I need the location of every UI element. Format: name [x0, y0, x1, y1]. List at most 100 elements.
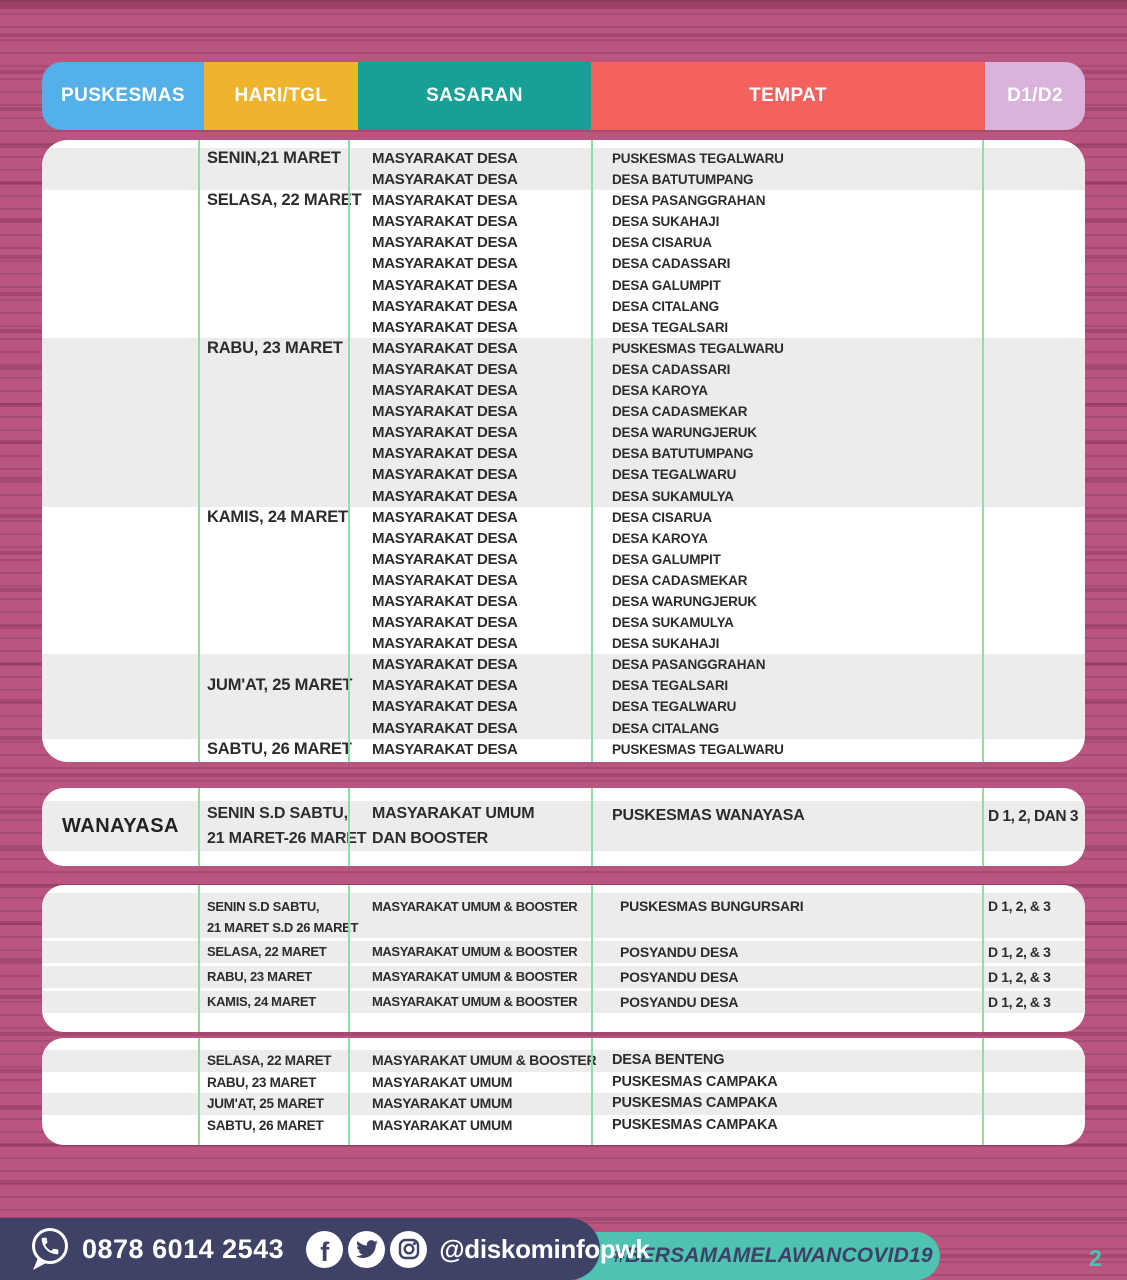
tempat-cell: POSYANDU DESA — [620, 994, 739, 1010]
tempat-cell: DESA CADASMEKAR — [612, 404, 748, 420]
schedule-row: MASYARAKAT DESA DESA TEGALWARU — [42, 464, 1085, 485]
table-header: PUSKESMAS HARI/TGL SASARAN TEMPAT D1/D2 — [42, 62, 1085, 130]
hashtag-text: #BERSAMAMELAWANCOVID19 — [613, 1244, 933, 1267]
column-separator — [348, 885, 350, 1032]
schedule-row: MASYARAKAT DESA DESA SUKAMULYA — [42, 612, 1085, 633]
date-label: SENIN S.D SABTU, 21 MARET-26 MARET — [207, 801, 366, 851]
sasaran-cell: MASYARAKAT DESA — [372, 592, 518, 610]
sasaran-cell: MASYARAKAT DESA — [372, 382, 518, 400]
schedule-row: RABU, 23 MARET MASYARAKAT UMUM & BOOSTER P… — [42, 966, 1085, 988]
sasaran-cell: MASYARAKAT DESA — [372, 403, 518, 421]
schedule-row: MASYARAKAT DESA DESA CADASMEKAR — [42, 401, 1085, 422]
sasaran-cell: MASYARAKAT DESA — [372, 234, 518, 252]
date-line: SELASA, 22 MARET — [207, 944, 327, 959]
sasaran-cell: MASYARAKAT DESA — [372, 719, 518, 737]
column-separator — [591, 788, 593, 866]
column-separator — [198, 788, 200, 866]
footer-bar: 0878 6014 2543 f @diskominfopwk — [0, 1218, 650, 1280]
schedule-group: SABTU, 26 MARET MASYARAKAT DESA PUSKESMAS … — [42, 739, 1085, 760]
date-label: SELASA, 22 MARET — [207, 191, 362, 210]
hashtag-banner: #BERSAMAMELAWANCOVID19 — [558, 1232, 940, 1280]
tempat-cell: DESA BATUTUMPANG — [612, 446, 754, 462]
sasaran-cell: MASYARAKAT DESA — [372, 192, 518, 210]
sasaran-cell: MASYARAKAT DESA — [372, 571, 518, 589]
sasaran-cell: MASYARAKAT DESA — [372, 150, 518, 167]
tempat-cell: DESA CISARUA — [612, 509, 712, 525]
sasaran-cell: MASYARAKAT DESA — [372, 318, 518, 336]
tempat-cell: PUSKESMAS TEGALWARU — [612, 340, 784, 356]
sasaran-cell: MASYARAKAT UMUM DAN BOOSTER — [372, 801, 535, 851]
date-label: JUM'AT, 25 MARET — [207, 1096, 324, 1111]
schedule-row: MASYARAKAT DESA DESA WARUNGJERUK — [42, 591, 1085, 612]
header-cell-d1-d2: D1/D2 — [985, 62, 1085, 130]
sasaran-cell: MASYARAKAT UMUM & BOOSTER — [372, 1052, 597, 1068]
sasaran-cell: MASYARAKAT DESA — [372, 740, 518, 758]
tempat-cell: DESA CISARUA — [612, 235, 712, 251]
schedule-row: MASYARAKAT DESA PUSKESMAS TEGALWARU — [42, 338, 1085, 359]
dose-cell: D 1, 2, & 3 — [988, 994, 1051, 1010]
schedule-row: MASYARAKAT DESA DESA CADASSARI — [42, 359, 1085, 380]
tempat-cell: PUSKESMAS CAMPAKA — [612, 1116, 778, 1133]
schedule-group: SELASA, 22 MARET MASYARAKAT DESA DESA PASA… — [42, 190, 1085, 338]
date-label: KAMIS, 24 MARET — [207, 991, 316, 1013]
date-line: SENIN S.D SABTU, — [207, 805, 348, 822]
schedule-group: KAMIS, 24 MARET MASYARAKAT DESA DESA CISAR… — [42, 507, 1085, 655]
header-cell-tempat: TEMPAT — [591, 62, 985, 130]
schedule-row: MASYARAKAT DESA DESA CADASSARI — [42, 253, 1085, 274]
schedule-row: JUM'AT, 25 MARET MASYARAKAT UMUM PUSKESMAS… — [42, 1093, 1085, 1115]
puskesmas-name: WANAYASA — [62, 815, 179, 837]
column-separator — [348, 140, 350, 762]
tempat-cell: DESA TEGALSARI — [612, 678, 728, 694]
tempat-cell: DESA SUKAMULYA — [612, 615, 734, 631]
sasaran-cell: MASYARAKAT UMUM — [372, 1073, 513, 1090]
tempat-cell: DESA SUKAHAJI — [612, 214, 720, 230]
sasaran-cell: MASYARAKAT DESA — [372, 255, 518, 273]
sasaran-cell: MASYARAKAT DESA — [372, 339, 518, 357]
header-cell-puskesmas: PUSKESMAS — [42, 62, 204, 130]
whatsapp-icon — [28, 1225, 72, 1273]
tempat-cell: PUSKESMAS TEGALWARU — [612, 151, 784, 166]
date-label: RABU, 23 MARET — [207, 338, 343, 357]
page-number: 2 — [1089, 1245, 1102, 1271]
schedule-row: MASYARAKAT DESA DESA CITALANG — [42, 296, 1085, 317]
dose-cell: D 1, 2, & 3 — [988, 898, 1051, 914]
schedule-row: SELASA, 22 MARET MASYARAKAT UMUM & BOOSTE… — [42, 1050, 1085, 1072]
date-line: KAMIS, 24 MARET — [207, 994, 316, 1009]
tempat-cell: POSYANDU DESA — [620, 969, 739, 985]
tempat-cell: DESA WARUNGJERUK — [612, 425, 757, 441]
sasaran-cell: MASYARAKAT UMUM — [372, 1095, 513, 1111]
sasaran-cell: MASYARAKAT DESA — [372, 614, 518, 632]
sasaran-cell: MASYARAKAT DESA — [372, 656, 518, 674]
schedule-row: SABTU, 26 MARET MASYARAKAT UMUM PUSKESMAS … — [42, 1115, 1085, 1137]
sasaran-cell: MASYARAKAT UMUM & BOOSTER — [372, 994, 578, 1009]
date-line: 21 MARET S.D 26 MARET — [207, 920, 359, 935]
tempat-cell: DESA PASANGGRAHAN — [612, 193, 766, 209]
schedule-row: MASYARAKAT DESA DESA CITALANG — [42, 718, 1085, 739]
column-separator — [591, 140, 593, 762]
schedule-row: MASYARAKAT DESA PUSKESMAS TEGALWARU — [42, 739, 1085, 760]
schedule-row: MASYARAKAT DESA DESA WARUNGJERUK — [42, 422, 1085, 443]
sasaran-cell: MASYARAKAT DESA — [372, 276, 518, 294]
tempat-cell: PUSKESMAS CAMPAKA — [612, 1073, 778, 1090]
column-separator — [982, 885, 984, 1032]
sasaran-cell: MASYARAKAT DESA — [372, 635, 518, 653]
section-tegalwaru-rows: SENIN,21 MARET MASYARAKAT DESA PUSKESMAS T… — [42, 148, 1085, 760]
date-label: SELASA, 22 MARET — [207, 941, 327, 963]
tempat-cell: DESA GALUMPIT — [612, 551, 721, 567]
tempat-cell: DESA SUKAHAJI — [612, 636, 720, 652]
tempat-cell: DESA TEGALWARU — [612, 699, 737, 715]
schedule-row: MASYARAKAT DESA DESA SUKAMULYA — [42, 486, 1085, 507]
facebook-glyph: f — [320, 1237, 330, 1267]
tempat-cell: PUSKESMAS WANAYASA — [612, 807, 805, 824]
date-label: SELASA, 22 MARET — [207, 1053, 332, 1068]
tempat-cell: DESA KAROYA — [612, 530, 708, 546]
tempat-cell: PUSKESMAS TEGALWARU — [612, 741, 784, 757]
date-line: RABU, 23 MARET — [207, 969, 312, 984]
social-icons: f — [306, 1230, 428, 1268]
twitter-icon — [348, 1230, 386, 1268]
header-cell-sasaran: SASARAN — [358, 62, 591, 130]
schedule-group: JUM'AT, 25 MARET MASYARAKAT DESA DESA PASA… — [42, 654, 1085, 739]
tempat-cell: PUSKESMAS CAMPAKA — [612, 1095, 778, 1111]
